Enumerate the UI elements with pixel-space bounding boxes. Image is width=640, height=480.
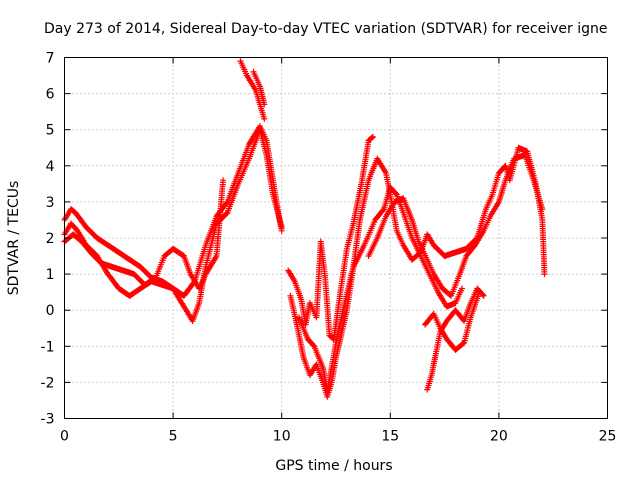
y-tick-label: -1: [41, 339, 55, 355]
grid: [64, 57, 608, 419]
series-markers: [296, 184, 465, 393]
series-track-5: [250, 68, 268, 108]
x-tick-label: 20: [490, 429, 508, 445]
x-axis-title: GPS time / hours: [275, 458, 392, 474]
series-markers: [250, 68, 268, 108]
series-markers: [422, 289, 483, 353]
chart-title: Day 273 of 2014, Sidereal Day-to-day VTE…: [44, 21, 607, 37]
y-tick-label: 2: [46, 231, 55, 247]
series-markers: [237, 58, 268, 122]
series-markers: [287, 144, 548, 400]
series-track-8: [296, 184, 465, 393]
x-tick-label: 5: [169, 429, 178, 445]
y-tick-label: -3: [41, 412, 55, 428]
x-tick-label: 10: [273, 429, 291, 445]
y-tick-label: -2: [41, 375, 55, 391]
series-track-6: [285, 133, 376, 343]
x-tick-label: 15: [381, 429, 399, 445]
series-markers: [424, 285, 487, 393]
series-markers: [365, 152, 546, 299]
series-markers: [285, 133, 376, 343]
series-track-10: [422, 289, 483, 353]
y-tick-label: 7: [46, 51, 55, 67]
y-tick-label: 1: [46, 267, 55, 283]
y-tick-label: 6: [46, 87, 55, 103]
series-track-11: [424, 285, 487, 393]
y-tick-label: 0: [46, 303, 55, 319]
y-tick-label: 5: [46, 123, 55, 139]
y-axis-title: SDTVAR / TECUs: [6, 181, 22, 296]
series-track-4: [237, 58, 268, 122]
data-series: [61, 58, 548, 400]
series-track-7: [287, 144, 548, 400]
y-tick-label: 3: [46, 195, 55, 211]
x-tick-label: 25: [599, 429, 617, 445]
plot-frame: [64, 57, 608, 419]
x-tick-label: 0: [60, 429, 69, 445]
series-track-9: [365, 152, 546, 299]
y-tick-label: 4: [46, 159, 55, 175]
axis-ticks: 0 5 10 15 20 25 -3 -2 -1 0 1 2 3 4 5 6 7: [41, 51, 617, 445]
